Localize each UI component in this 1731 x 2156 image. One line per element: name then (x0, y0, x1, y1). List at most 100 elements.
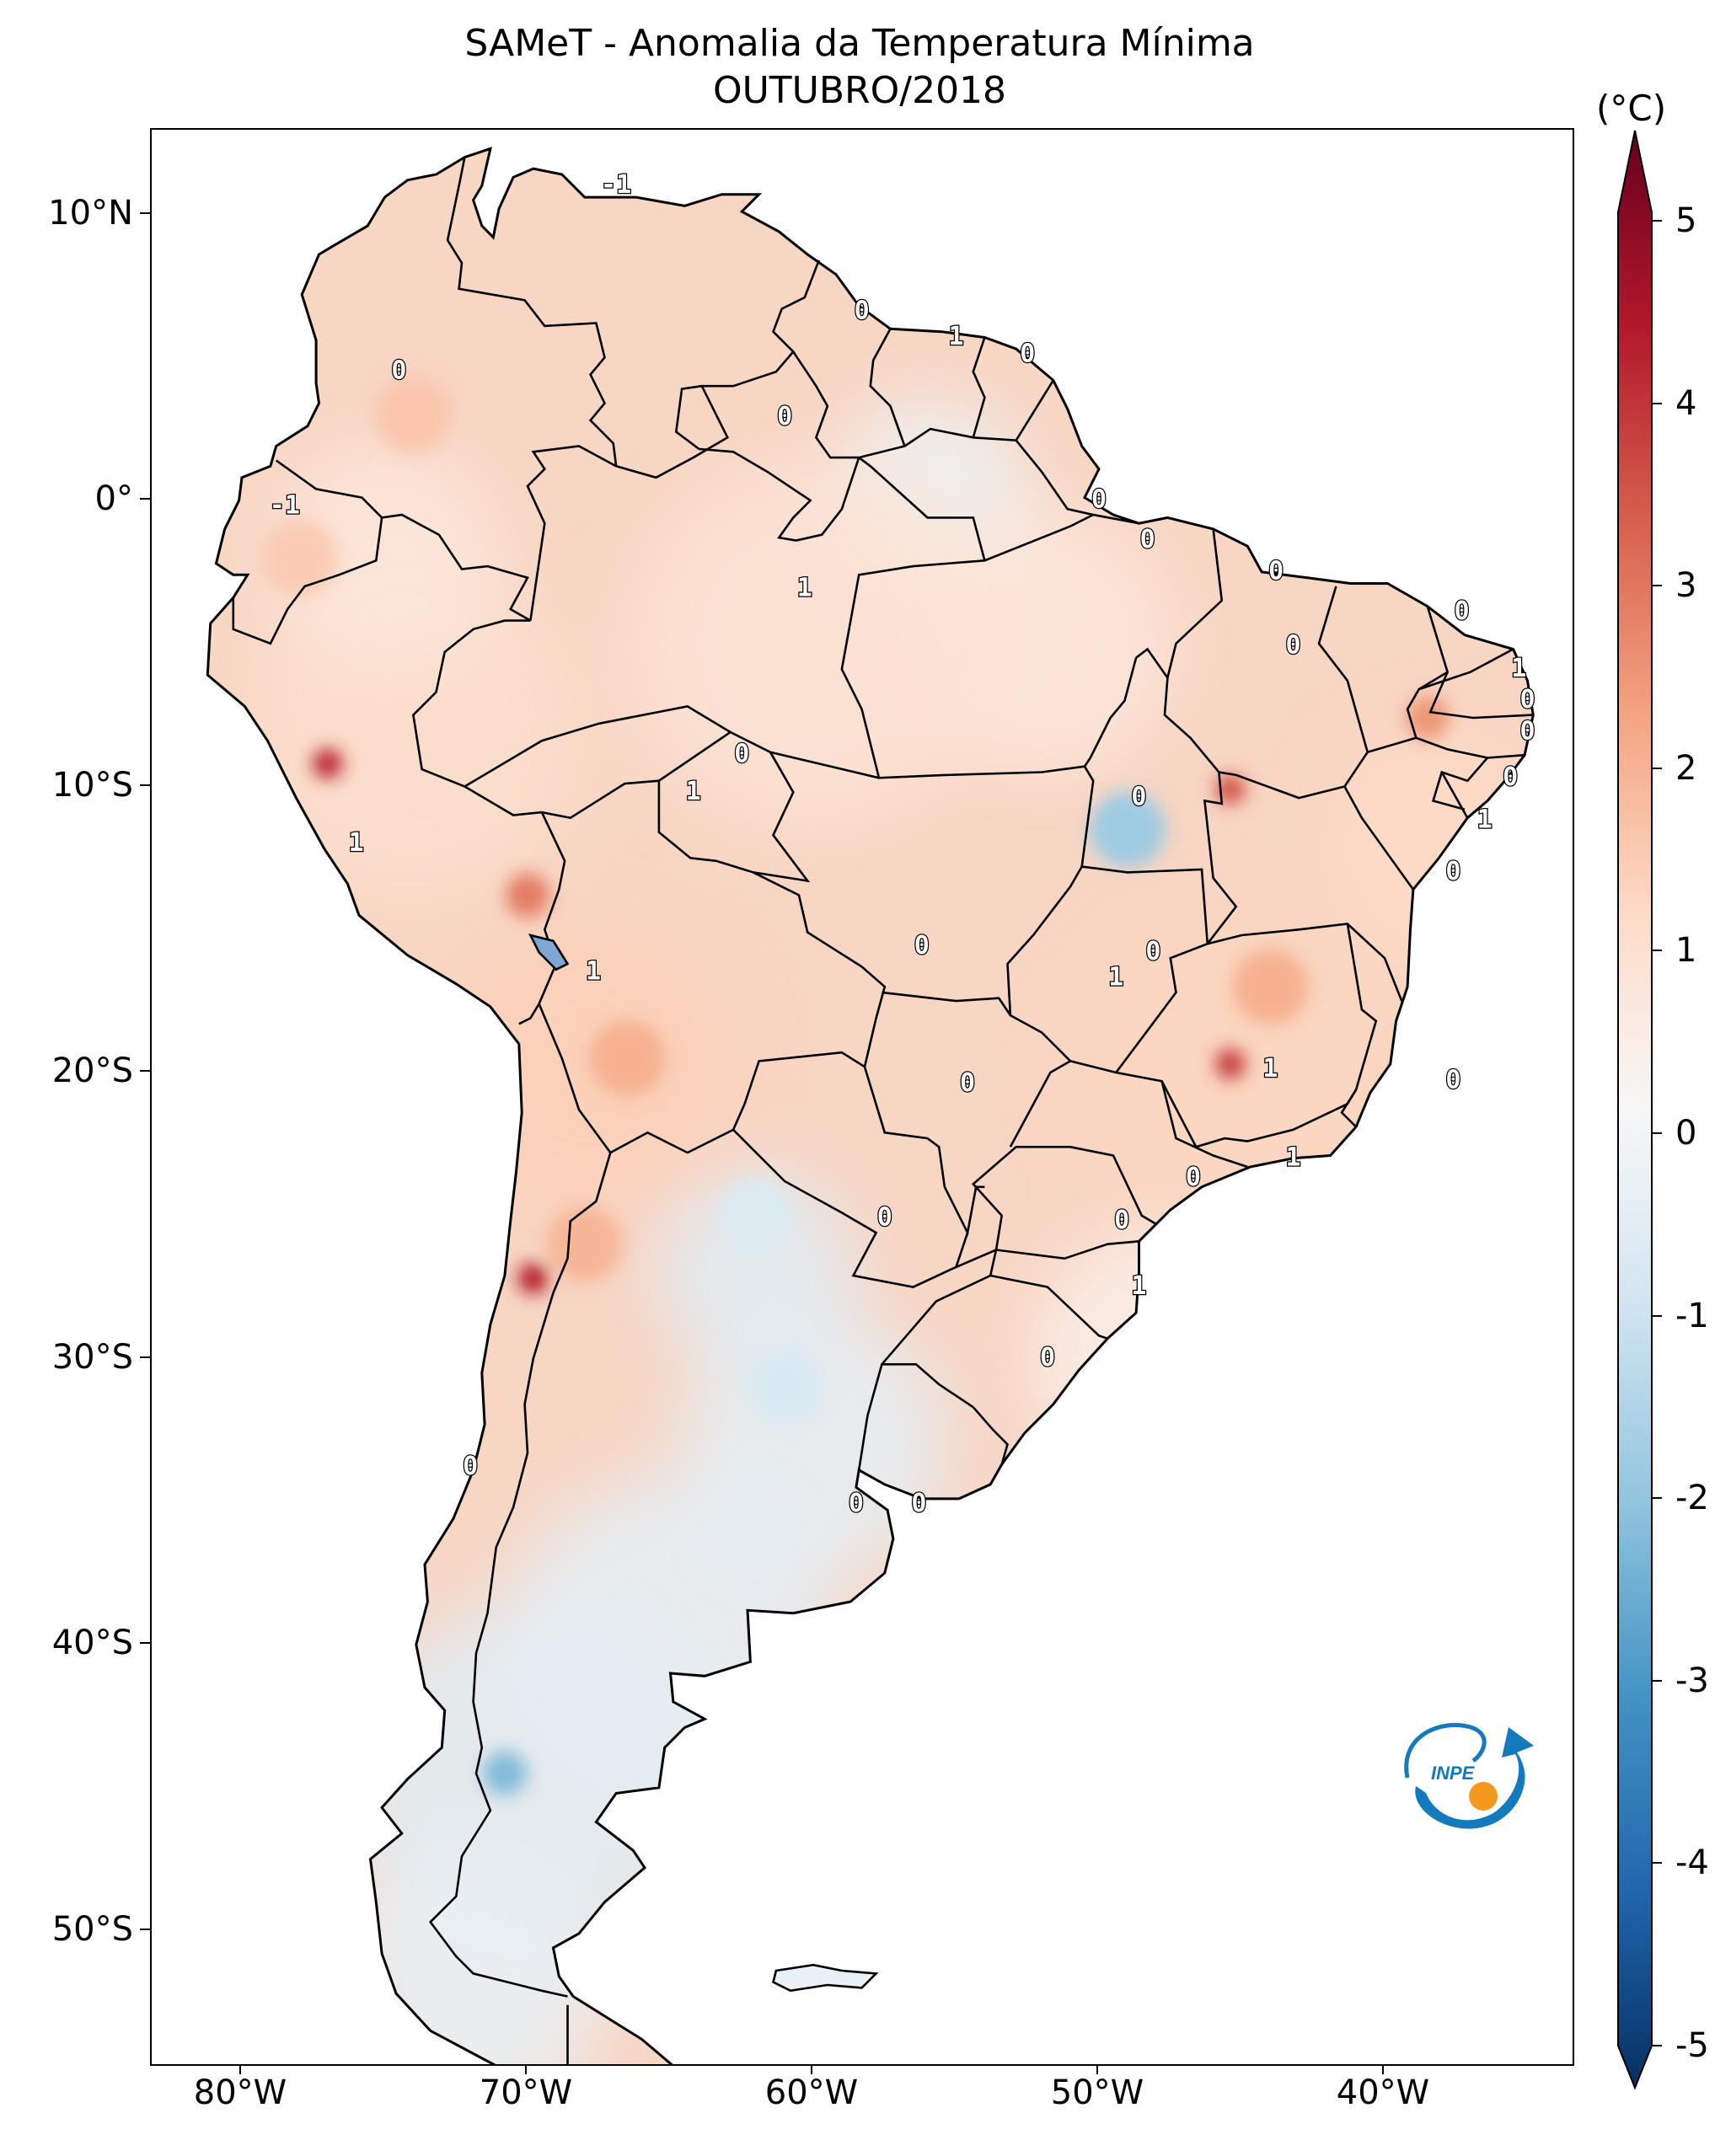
border-line (1431, 757, 1488, 811)
border-line (1009, 1060, 1248, 1169)
colorbar-tick-label: -5 (1675, 2026, 1709, 2065)
latitude-tick-mark (140, 1070, 150, 1072)
border-line (857, 1363, 1009, 1471)
latitude-tick-label: 50°S (51, 1909, 133, 1949)
contour-label: 0 (877, 1203, 892, 1233)
anomaly-field (207, 148, 1534, 2064)
latitude-tick-label: 10°N (48, 193, 133, 233)
border-line (658, 730, 880, 782)
border-line (882, 991, 1072, 1062)
contour-label: 0 (1285, 631, 1300, 661)
border-line (1367, 736, 1525, 759)
border-line (863, 1066, 985, 1237)
anomaly-spot (747, 1349, 823, 1426)
longitude-tick-mark (1096, 2064, 1098, 2074)
contour-label: -1 (270, 490, 300, 520)
contour-label: 0 (1114, 1206, 1129, 1235)
anomaly-region (655, 1171, 858, 1374)
anomaly-region (1029, 1232, 1283, 1485)
latitude-tick-mark (140, 498, 150, 500)
anomaly-spot (1214, 773, 1246, 805)
colorbar-tick-mark (1652, 1132, 1662, 1134)
colorbar-tick-mark (1652, 950, 1662, 952)
anomaly-spot (1089, 791, 1166, 868)
anomaly-region (1323, 725, 1534, 962)
contour-label: 0 (960, 1068, 975, 1098)
contour-label: 1 (586, 957, 601, 987)
contour-label: 1 (948, 322, 963, 351)
contour-label: 0 (1454, 597, 1469, 626)
border-line (412, 619, 543, 816)
anomaly-region (266, 439, 503, 676)
contour-label: 0 (849, 1489, 864, 1518)
colorbar-tick-mark (1652, 1862, 1662, 1864)
border-line (732, 1128, 969, 1288)
contour-label: 0 (391, 356, 406, 386)
border-line (1015, 439, 1094, 516)
anomaly-spot (260, 519, 337, 596)
colorbar-tick-mark (1652, 1679, 1662, 1682)
colorbar-tick-label: 4 (1675, 383, 1697, 423)
border-line (840, 513, 1139, 779)
contour-label: -1 (601, 170, 631, 200)
contour-label: 0 (911, 1489, 926, 1518)
colorbar-tick-label: -2 (1675, 1479, 1709, 1518)
contour-label: 0 (1503, 762, 1518, 792)
anomaly-region (678, 1309, 948, 1580)
colorbar-tick-label: 3 (1675, 566, 1697, 606)
anomaly-spot (546, 1206, 623, 1282)
anomaly-spot (718, 1692, 795, 1768)
contour-label: 1 (1262, 1054, 1278, 1083)
contour-label: 0 (1519, 716, 1535, 746)
anomaly-spot (1405, 696, 1450, 741)
border-line (464, 705, 732, 788)
anomaly-region (432, 921, 737, 1224)
colorbar-tick-mark (1652, 402, 1662, 404)
border-line (446, 157, 618, 467)
border-line (995, 1240, 1139, 1260)
latitude-tick-label: 10°S (51, 765, 133, 805)
contour-label: 0 (1445, 857, 1460, 886)
border-line (1343, 785, 1414, 891)
contour-label: 0 (1445, 1066, 1460, 1095)
border-line (1340, 1089, 1358, 1128)
contour-label: 0 (734, 740, 749, 769)
anomaly-region (628, 457, 999, 829)
contour-label: 0 (463, 1452, 478, 1481)
border-line (232, 517, 383, 645)
latitude-tick-mark (140, 1928, 150, 1930)
border-line (1166, 528, 1224, 678)
falkland-islands (771, 1963, 879, 1993)
latitude-tick-label: 30°S (51, 1337, 133, 1377)
longitude-tick-mark (525, 2064, 527, 2074)
border-line (1006, 766, 1095, 1016)
map-panel[interactable]: -1 0 1 0 0 0 -1 0 0 1 0 0 0 1 0 0 0 0 1 0 1 1 0 0 0 1 1 1 0 0 1 0 0 0 1 0 0 0… (150, 128, 1574, 2066)
inpe-sun-icon (1469, 1782, 1498, 1811)
colorbar-tick-mark (1652, 585, 1662, 587)
border-line (989, 1274, 1108, 1340)
colorbar-tick-label: 5 (1675, 201, 1697, 240)
colorbar-tick-mark (1652, 2045, 1662, 2046)
contour-label: 0 (1020, 339, 1035, 368)
contour-label: 1 (686, 777, 701, 806)
anomaly-spot (517, 1263, 549, 1294)
inpe-orbit-icon (1404, 1723, 1487, 1779)
inpe-logo: INPE (1404, 1723, 1534, 1829)
map-title: SAMeT - Anomalia da Temperatura Mínima (464, 22, 1255, 65)
contour-label: 0 (777, 402, 792, 431)
anomaly-spot (482, 1751, 527, 1795)
border-line (674, 384, 860, 542)
colorbar-tick-mark (1652, 1314, 1662, 1317)
border-line (275, 459, 532, 622)
contour-label: 0 (1268, 556, 1284, 586)
inpe-logo-text: INPE (1431, 1763, 1476, 1784)
contour-label: 1 (797, 574, 812, 603)
anomaly-spot (375, 377, 452, 453)
coastline (206, 147, 1535, 2064)
contour-label: 0 (1091, 485, 1107, 515)
latitude-tick-label: 0° (94, 479, 133, 518)
colorbar-tick-label: -1 (1675, 1296, 1709, 1335)
colorbar-tick-label: -3 (1675, 1661, 1709, 1700)
latitude-tick-mark (140, 1356, 150, 1358)
